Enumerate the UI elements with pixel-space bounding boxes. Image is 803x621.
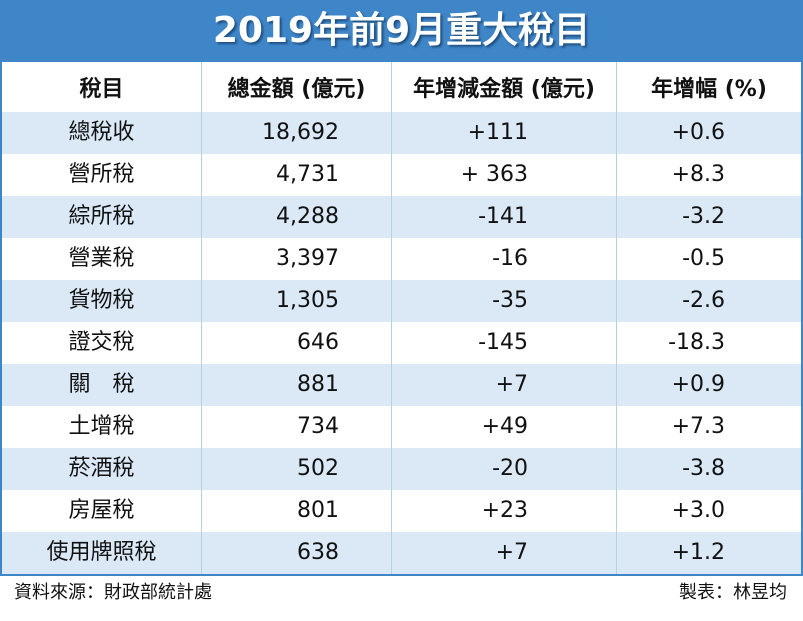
table-row: 綜所稅 4,288 -141 -3.2	[2, 196, 801, 238]
table-cell: +1.2	[671, 540, 725, 565]
header-cell: 總金額 (億元)	[202, 62, 392, 112]
table-cell: +0.9	[671, 372, 725, 397]
table-cell: 1,305	[202, 280, 392, 322]
table-cell: 881	[202, 364, 392, 406]
table-cell: 801	[202, 490, 392, 532]
table-row: 總稅收 18,692 +111 +0.6	[2, 112, 801, 154]
table-cell: 18,692	[202, 112, 392, 154]
table-cell: 營所稅	[2, 154, 202, 196]
table-cell: +7.3	[671, 414, 725, 439]
table-row: 證交稅 646 -145 -18.3	[2, 322, 801, 364]
title: 2019年前9月重大稅目	[0, 0, 803, 62]
header-row: 稅目 總金額 (億元) 年增減金額 (億元) 年增幅 (%)	[2, 62, 801, 112]
table-cell: -3.2	[682, 204, 725, 229]
table-row: 營業稅 3,397 -16 -0.5	[2, 238, 801, 280]
table-cell: -141	[392, 196, 617, 238]
table-cell: -3.8	[682, 456, 725, 481]
table-cell: 734	[202, 406, 392, 448]
table-cell: 關 稅	[2, 364, 202, 406]
table-cell: 菸酒稅	[2, 448, 202, 490]
table-cell: 證交稅	[2, 322, 202, 364]
table-row: 土增稅 734 +49 +7.3	[2, 406, 801, 448]
table-cell: 638	[202, 532, 392, 574]
table-cell: 房屋稅	[2, 490, 202, 532]
table-row: 菸酒稅 502 -20 -3.8	[2, 448, 801, 490]
table-cell: -35	[392, 280, 617, 322]
table-cell: 4,731	[202, 154, 392, 196]
table: 稅目 總金額 (億元) 年增減金額 (億元) 年增幅 (%) 總稅收 18,692 +111…	[0, 62, 803, 576]
table-cell: +7	[392, 532, 617, 574]
table-cell: 土增稅	[2, 406, 202, 448]
credit-note: 製表：林昱均	[679, 582, 787, 603]
table-row: 貨物稅 1,305 -35 -2.6	[2, 280, 801, 322]
table-cell: -16	[392, 238, 617, 280]
header-cell: 稅目	[2, 62, 202, 112]
table-cell: 總稅收	[2, 112, 202, 154]
table-cell: 502	[202, 448, 392, 490]
table-cell: 4,288	[202, 196, 392, 238]
table-cell: +8.3	[671, 162, 725, 187]
table-cell: +49	[392, 406, 617, 448]
table-cell: -0.5	[682, 246, 725, 271]
table-cell: 營業稅	[2, 238, 202, 280]
table-cell: -20	[392, 448, 617, 490]
table-cell: +23	[392, 490, 617, 532]
table-row: 使用牌照稅 638 +7 +1.2	[2, 532, 801, 574]
table-cell: 綜所稅	[2, 196, 202, 238]
table-cell: +3.0	[671, 498, 725, 523]
table-cell: -145	[392, 322, 617, 364]
table-cell: 使用牌照稅	[2, 532, 202, 574]
table-cell: 646	[202, 322, 392, 364]
table-cell: -18.3	[668, 330, 725, 355]
table-cell: 貨物稅	[2, 280, 202, 322]
header-cell: 年增減金額 (億元)	[392, 62, 617, 112]
table-row: 營所稅 4,731 + 363 +8.3	[2, 154, 801, 196]
table-cell: + 363	[392, 154, 617, 196]
table-cell: 3,397	[202, 238, 392, 280]
table-cell: +111	[392, 112, 617, 154]
table-cell: +0.6	[671, 120, 725, 145]
table-cell: +7	[392, 364, 617, 406]
table-cell: -2.6	[682, 288, 725, 313]
source-note: 資料來源：財政部統計處	[14, 582, 212, 603]
header-cell: 年增幅 (%)	[651, 77, 767, 102]
table-row: 房屋稅 801 +23 +3.0	[2, 490, 801, 532]
table-row: 關 稅 881 +7 +0.9	[2, 364, 801, 406]
